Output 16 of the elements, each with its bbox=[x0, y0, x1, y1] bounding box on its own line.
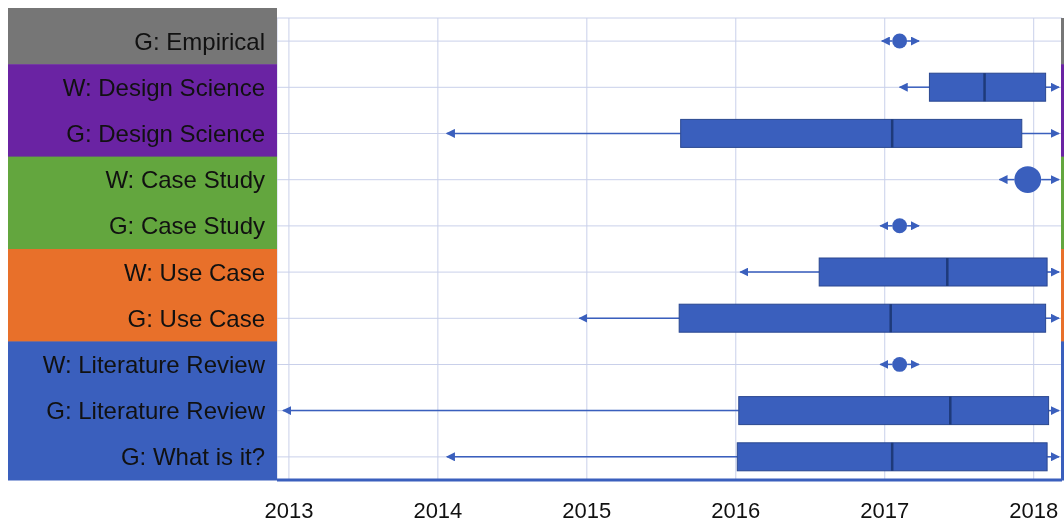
x-tick-label: 2013 bbox=[264, 498, 314, 523]
y-tick-label: G: Design Science bbox=[66, 119, 265, 147]
y-tick-label: W: Design Science bbox=[62, 73, 265, 101]
x-tick-label: 2014 bbox=[413, 498, 463, 523]
y-tick-label: G: What is it? bbox=[120, 443, 265, 471]
x-tick-label: 2017 bbox=[860, 498, 910, 523]
y-tick-label: W: Case Study bbox=[105, 166, 265, 194]
y-tick-label: W: Use Case bbox=[124, 258, 265, 286]
x-tick-label: 2015 bbox=[562, 498, 612, 523]
x-tick-label: 2016 bbox=[711, 498, 761, 523]
y-tick-label: G: Empirical bbox=[134, 27, 265, 55]
y-tick-label: G: Case Study bbox=[108, 212, 265, 240]
x-tick-label: 2018 bbox=[1009, 498, 1059, 523]
y-tick-label: G: Use Case bbox=[127, 304, 265, 332]
y-tick-label: W: Literature Review bbox=[42, 350, 266, 378]
y-tick-label: G: Literature Review bbox=[46, 397, 266, 425]
